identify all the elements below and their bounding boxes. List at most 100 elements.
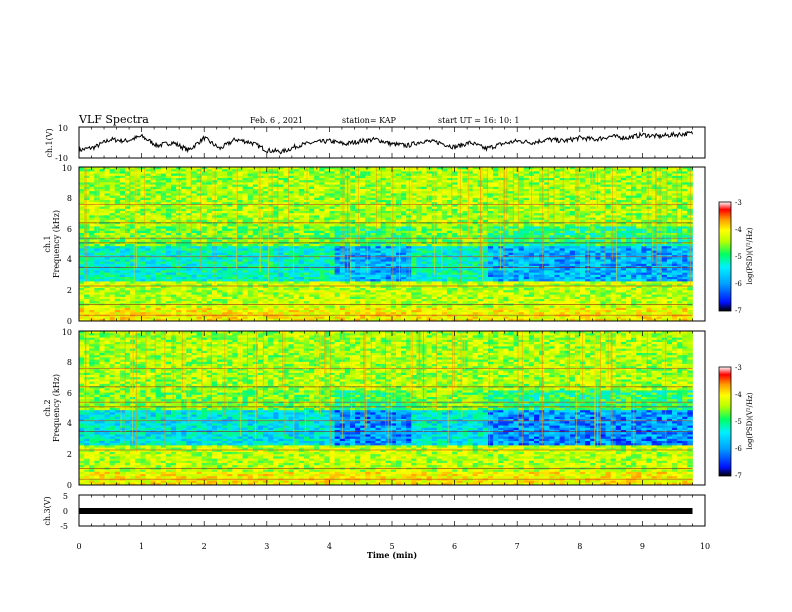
spectrogram-cell (385, 222, 392, 225)
spectrogram-cell (278, 252, 284, 256)
spectrogram-cell (176, 316, 182, 320)
spectrogram-cell (314, 226, 320, 229)
spectrogram-cell (385, 307, 392, 311)
spectrogram-cell (222, 228, 228, 232)
spectrogram-cell (165, 259, 172, 262)
spectrogram-cell (242, 215, 249, 218)
spectrogram-cell (186, 182, 192, 185)
spectrogram-cell (206, 230, 213, 234)
spectrogram-cell (273, 237, 279, 240)
spectrogram-cell (252, 193, 259, 196)
spectrogram-cell (150, 274, 157, 278)
spectrogram-cell (89, 305, 95, 309)
spectrogram-cell (252, 208, 259, 212)
spectrogram-cell (125, 292, 131, 295)
spectrogram-cell (380, 211, 387, 214)
spectrogram-cell (196, 219, 203, 223)
spectrogram-cell (273, 224, 279, 227)
spectrogram-cell (360, 294, 366, 298)
spectrogram-cell (160, 217, 167, 221)
spectrogram-cell (191, 167, 197, 170)
spectrogram-cell (171, 274, 177, 278)
spectrogram-cell (125, 318, 131, 322)
spectrogram-cell (104, 169, 111, 172)
spectrogram-cell (165, 277, 172, 280)
spectrogram-cell (298, 211, 305, 214)
spectrogram-cell (324, 197, 330, 201)
spectrogram-cell (252, 307, 259, 311)
spectrogram-cell (119, 248, 126, 251)
spectrogram-cell (171, 307, 177, 311)
spectrogram-cell (104, 290, 111, 293)
spectrogram-cell (365, 202, 371, 205)
spectrogram-cell (273, 246, 279, 249)
spectrogram-cell (355, 189, 361, 192)
spectrogram-cell (227, 279, 233, 282)
spectrogram-cell (360, 237, 366, 240)
spectrogram-cell (329, 224, 336, 227)
spectrogram-cell (278, 301, 284, 304)
spectrogram-cell (155, 244, 162, 247)
spectrogram-cell (109, 180, 116, 183)
spectrogram-cell (201, 255, 208, 258)
spectrogram-cell (319, 226, 325, 229)
spectrogram-cell (257, 310, 264, 313)
spectrogram-cell (114, 175, 121, 179)
spectrogram-cell (247, 197, 254, 201)
spectrogram-cell (268, 193, 274, 196)
spectrogram-cell (119, 213, 126, 216)
spectrogram-cell (109, 215, 116, 218)
spectrogram-cell (309, 195, 315, 199)
spectrogram-cell (181, 204, 187, 207)
spectrogram-cell (84, 178, 90, 181)
spectrogram-cell (278, 171, 284, 174)
spectrogram-cell (252, 281, 259, 284)
spectrogram-cell (79, 259, 85, 262)
spectrogram-cell (360, 211, 366, 214)
spectrogram-cell (375, 261, 382, 265)
spectrogram-cell (242, 299, 249, 302)
spectrogram-cell (191, 252, 197, 256)
spectrogram-cell (319, 233, 325, 236)
spectrogram-cell (99, 255, 105, 258)
spectrogram-cell (303, 211, 310, 214)
spectrogram-cell (278, 292, 284, 295)
spectrogram-cell (171, 270, 177, 273)
spectrogram-cell (109, 186, 116, 190)
spectrogram-cell (232, 285, 238, 289)
spectrogram-cell (119, 195, 126, 199)
spectrogram-cell (375, 244, 382, 247)
spectrogram-cell (79, 175, 85, 179)
spectrogram-cell (298, 184, 305, 188)
spectrogram-cell (283, 261, 289, 265)
spectrogram-cell (283, 202, 289, 205)
spectrogram-cell (349, 272, 356, 276)
spectrogram-cell (181, 310, 187, 313)
spectrogram-cell (160, 314, 167, 317)
spectrogram-cell (84, 316, 90, 320)
spectrogram-cell (370, 171, 376, 174)
spectrogram-cell (181, 235, 187, 238)
spectrogram-cell (94, 281, 100, 284)
spectrogram-cell (339, 312, 346, 315)
spectrogram-cell (365, 288, 371, 291)
spectrogram-cell (385, 294, 392, 298)
spectrogram-cell (329, 246, 336, 249)
spectrogram-cell (385, 206, 392, 210)
spectrogram-cell (196, 230, 203, 234)
spectrogram-cell (242, 193, 249, 196)
spectrogram-cell (278, 215, 284, 218)
spectrogram-cell (303, 222, 310, 225)
spectrogram-cell (191, 202, 197, 205)
spectrogram-cell (94, 270, 100, 273)
spectrogram-cell (135, 211, 141, 214)
spectrogram-cell (288, 310, 295, 313)
spectrogram-cell (298, 279, 305, 282)
spectrogram-cell (114, 296, 121, 300)
spectrogram-cell (334, 246, 341, 249)
spectrogram-cell (314, 268, 320, 271)
spectrogram-cell (186, 255, 192, 258)
spectrogram-cell (252, 318, 259, 322)
spectrogram-cell (140, 178, 146, 181)
spectrogram-cell (114, 316, 121, 320)
